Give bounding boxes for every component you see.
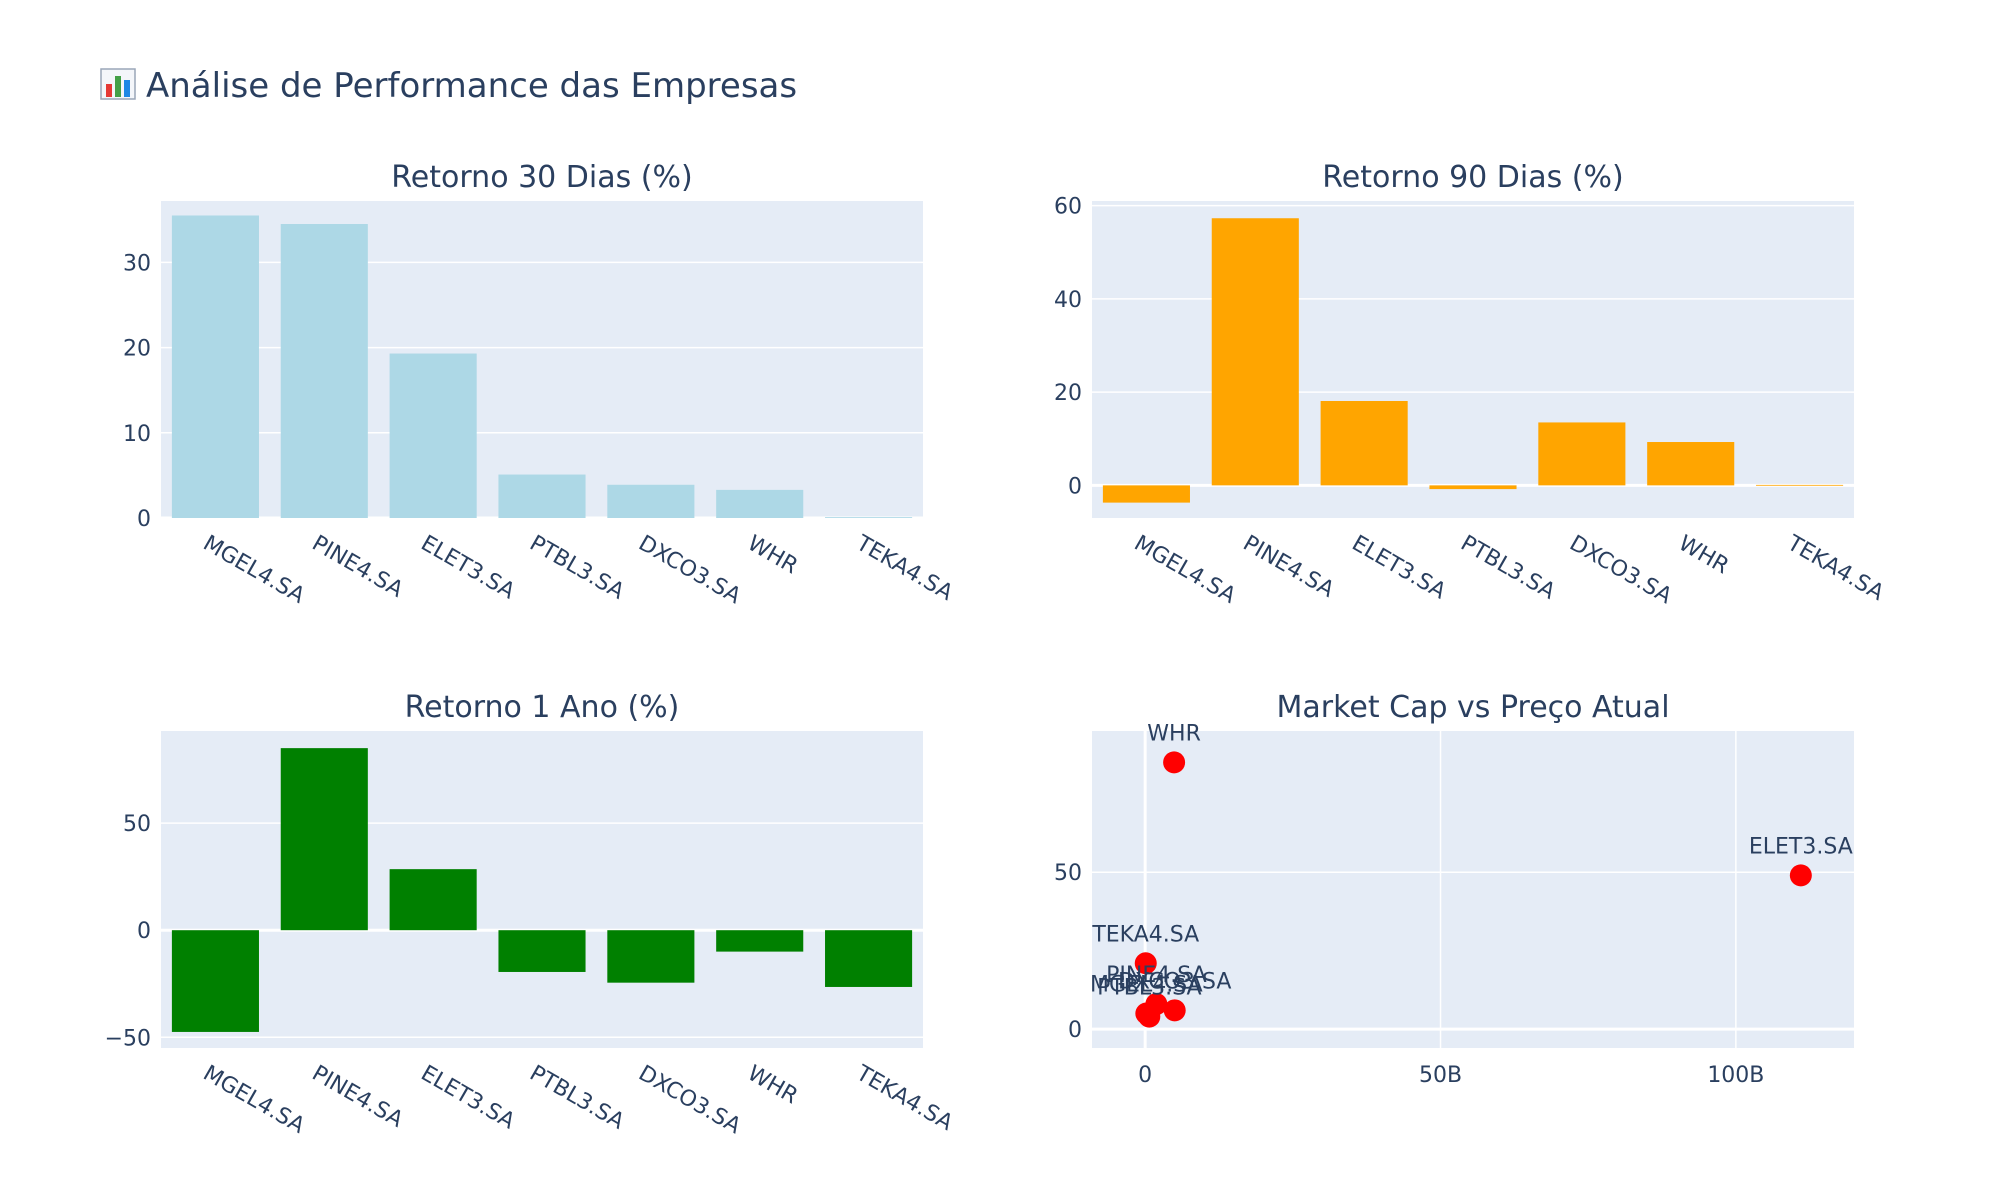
bar-DXCO3.SA[interactable]	[1538, 422, 1626, 486]
x-tick-label: ELET3.SA	[416, 531, 518, 605]
page-title: Análise de Performance das Empresas	[100, 66, 797, 106]
bar-PTBL3.SA[interactable]	[498, 474, 586, 518]
x-tick-label: TEKA4.SA	[851, 530, 957, 606]
y-tick-label: 30	[123, 251, 151, 276]
chart-title: Retorno 90 Dias (%)	[1322, 160, 1623, 195]
bar-WHR[interactable]	[1647, 442, 1735, 486]
plot-area	[161, 731, 923, 1048]
point-WHR[interactable]	[1163, 751, 1186, 774]
x-tick-label: MGEL4.SA	[199, 1061, 309, 1139]
x-tick-label: PTBL3.SA	[525, 1061, 628, 1135]
point-label: PINE4.SA	[1106, 963, 1207, 988]
x-tick-label: WHR	[1674, 531, 1733, 579]
point-ELET3.SA[interactable]	[1789, 864, 1812, 887]
x-tick-label: 100B	[1707, 1063, 1764, 1088]
point-label: WHR	[1147, 721, 1201, 746]
chart-1: Retorno 30 Dias (%) 0 10 20 30 MGEL4.SAPINE4.…	[123, 160, 957, 609]
x-tick-label: WHR	[743, 1061, 802, 1109]
bar-PINE4.SA[interactable]	[280, 224, 368, 519]
point-PTBL3.SA[interactable]	[1138, 1005, 1161, 1028]
bar-PTBL3.SA[interactable]	[1429, 485, 1517, 490]
x-tick-label: PINE4.SA	[1239, 531, 1339, 603]
point-label: TEKA4.SA	[1091, 922, 1199, 947]
chart-2: Retorno 90 Dias (%) 0 20 40 60 MGEL4.SAPINE4.…	[1054, 160, 1888, 609]
bar-DXCO3.SA[interactable]	[607, 484, 695, 518]
y-tick-label: 20	[1054, 381, 1082, 406]
y-tick-label: 50	[1054, 861, 1082, 886]
plot-area	[1092, 201, 1854, 518]
x-tick-label: PTBL3.SA	[1456, 531, 1559, 605]
chart-title: Market Cap vs Preço Atual	[1276, 690, 1669, 725]
bar-TEKA4.SA[interactable]	[1756, 484, 1844, 486]
x-tick-label: WHR	[743, 531, 802, 579]
y-tick-label: 0	[137, 507, 151, 532]
y-tick-label: 20	[123, 337, 151, 362]
chart-title: Retorno 30 Dias (%)	[391, 160, 692, 195]
x-tick-label: ELET3.SA	[1347, 531, 1449, 605]
y-tick-label: 0	[1068, 474, 1082, 499]
bar-TEKA4.SA[interactable]	[825, 930, 913, 987]
bar-PINE4.SA[interactable]	[1211, 218, 1299, 486]
point-label: ELET3.SA	[1749, 834, 1853, 859]
point-TEKA4.SA[interactable]	[1134, 952, 1157, 975]
x-tick-label: 0	[1138, 1063, 1152, 1088]
x-tick-label: 50B	[1419, 1063, 1462, 1088]
y-tick-label: 0	[1068, 1018, 1082, 1043]
bar-ELET3.SA[interactable]	[1320, 400, 1408, 486]
x-tick-label: DXCO3.SA	[634, 531, 745, 609]
x-tick-label: DXCO3.SA	[1565, 531, 1676, 609]
page-title-text: Análise de Performance das Empresas	[146, 66, 798, 106]
y-tick-label: 60	[1054, 195, 1082, 220]
bar-PINE4.SA[interactable]	[280, 748, 368, 931]
x-tick-label: TEKA4.SA	[1782, 530, 1888, 606]
bar-WHR[interactable]	[716, 489, 804, 518]
x-tick-label: TEKA4.SA	[851, 1060, 957, 1136]
plot-area	[161, 201, 923, 518]
point-DXCO3.SA[interactable]	[1163, 999, 1186, 1022]
point-label: PTBL3.SA	[1097, 976, 1201, 1001]
y-tick-label: 40	[1054, 288, 1082, 313]
bar-MGEL4.SA[interactable]	[1102, 485, 1190, 503]
y-tick-label: 10	[123, 422, 151, 447]
x-tick-label: PINE4.SA	[308, 531, 408, 603]
plot-area	[1092, 731, 1854, 1048]
bar-chart-icon	[100, 68, 136, 100]
y-tick-label: 0	[137, 919, 151, 944]
bar-PTBL3.SA[interactable]	[498, 930, 586, 972]
bar-DXCO3.SA[interactable]	[607, 930, 695, 983]
x-tick-label: ELET3.SA	[416, 1061, 518, 1135]
bar-MGEL4.SA[interactable]	[171, 215, 259, 518]
x-tick-label: PINE4.SA	[308, 1061, 408, 1133]
bar-TEKA4.SA[interactable]	[825, 517, 913, 518]
x-tick-label: MGEL4.SA	[1130, 531, 1240, 609]
y-tick-label: −50	[105, 1026, 151, 1051]
point-label: DXCO3.SA	[1118, 969, 1232, 994]
y-tick-label: 50	[123, 812, 151, 837]
x-tick-label: DXCO3.SA	[634, 1061, 745, 1139]
bar-WHR[interactable]	[716, 930, 804, 952]
bar-MGEL4.SA[interactable]	[171, 930, 259, 1032]
bar-ELET3.SA[interactable]	[389, 869, 477, 931]
point-label: MGEL4.SA	[1090, 972, 1203, 997]
chart-4: Market Cap vs Preço Atual 0 50 0 50B 100B WHR E…	[1054, 690, 1854, 1088]
bar-ELET3.SA[interactable]	[389, 353, 477, 518]
x-tick-label: PTBL3.SA	[525, 531, 628, 605]
chart-title: Retorno 1 Ano (%)	[405, 690, 680, 725]
x-tick-label: MGEL4.SA	[199, 531, 309, 609]
